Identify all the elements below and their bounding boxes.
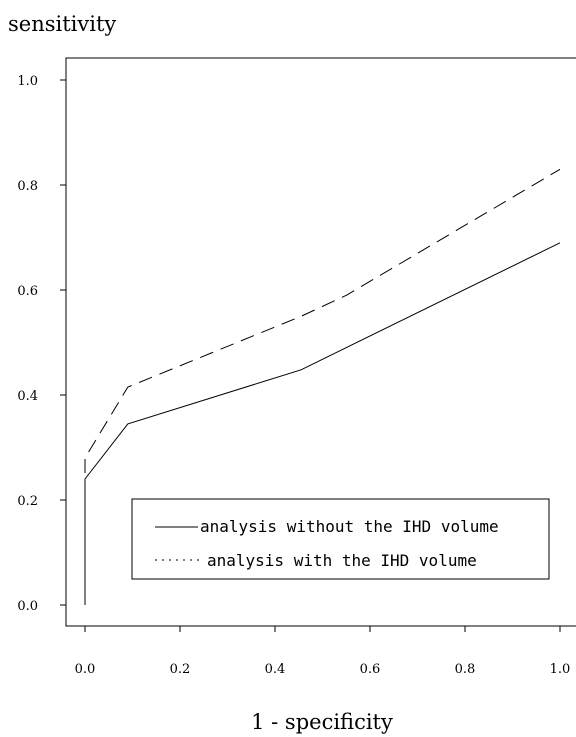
- x-axis-title: 1 - specificity: [251, 710, 393, 734]
- x-tick-label: 0.8: [455, 662, 476, 677]
- y-tick-label: 1.0: [17, 74, 38, 89]
- y-tick-label: 0.6: [17, 284, 38, 299]
- legend-label-with: analysis with the IHD volume: [207, 551, 477, 570]
- legend: analysis without the IHD volume analysis…: [131, 498, 550, 580]
- y-axis: 0.0 0.2 0.4 0.6 0.8 1.0: [17, 74, 66, 614]
- y-tick-label: 0.2: [17, 494, 38, 509]
- x-tick-label: 0.4: [265, 662, 286, 677]
- series-line-without-ihd: [84, 242, 561, 605]
- y-axis-title: sensitivity: [8, 12, 116, 36]
- y-tick-label: 0.8: [17, 179, 38, 194]
- x-tick-label: 0.2: [170, 662, 191, 677]
- x-axis: 0.0 0.2 0.4 0.6 0.8 1.0: [75, 626, 571, 677]
- series-line-with-ihd: [84, 168, 561, 605]
- x-tick-label: 0.6: [360, 662, 381, 677]
- plot-frame: [65, 57, 576, 627]
- x-tick-label: 0.0: [75, 662, 96, 677]
- legend-box: [131, 498, 550, 580]
- legend-label-without: analysis without the IHD volume: [200, 517, 499, 536]
- y-tick-label: 0.0: [17, 599, 38, 614]
- y-tick-label: 0.4: [17, 389, 38, 404]
- series-layer: [84, 168, 561, 605]
- x-tick-label: 1.0: [550, 662, 571, 677]
